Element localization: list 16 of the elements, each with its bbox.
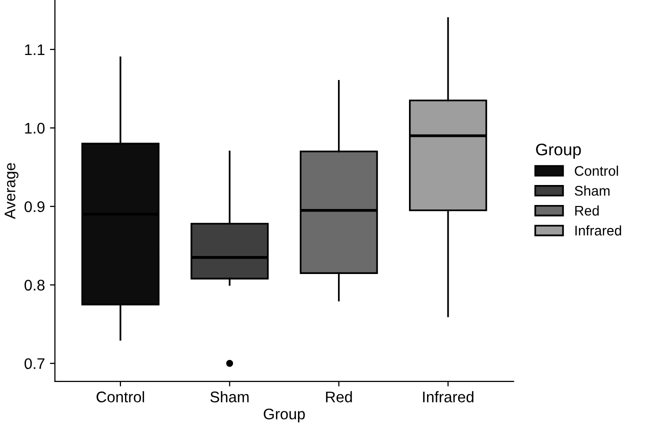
x-tick-label: Sham (210, 391, 249, 402)
legend-label: Sham (574, 186, 610, 196)
y-tick-label: 1.1 (25, 44, 44, 55)
x-tick-label: Infrared (423, 391, 474, 402)
y-tick-label: 0.9 (24, 201, 44, 212)
legend-label: Infrared (575, 225, 622, 236)
y-tick-label: 1.0 (25, 122, 45, 134)
x-tick-label: Control (96, 391, 144, 402)
y-tick-label: 0.7 (24, 358, 44, 370)
y-tick-label: 0.8 (24, 280, 45, 291)
legend-label: Control (574, 166, 618, 176)
x-tick-label: Red (326, 391, 352, 402)
legend-title: Group (536, 144, 581, 159)
legend-label: Red (575, 205, 599, 216)
y-axis-title: Average (4, 163, 18, 220)
x-axis-title: Group (264, 408, 305, 422)
